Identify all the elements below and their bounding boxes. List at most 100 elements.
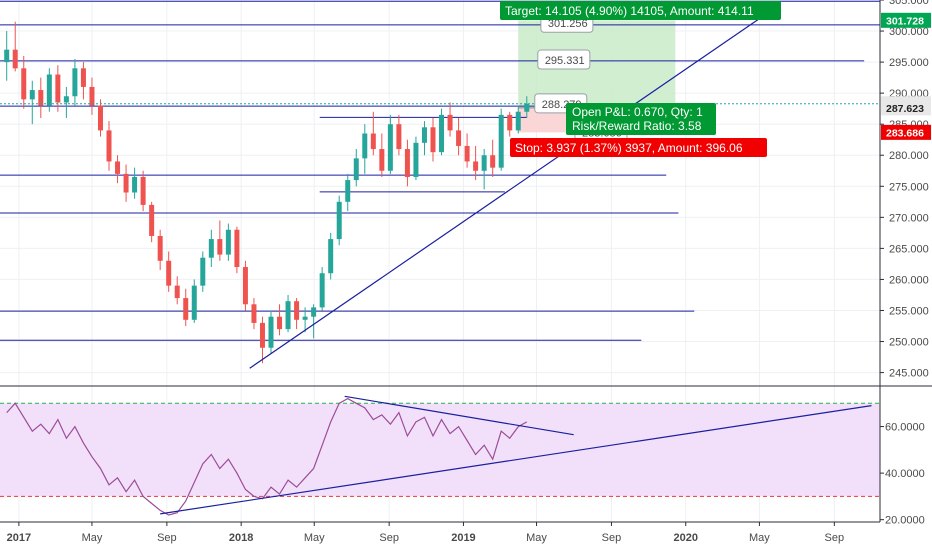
candle-body <box>430 127 436 153</box>
candle <box>80 62 86 100</box>
rsi-tick-label: 60.0000 <box>885 422 925 434</box>
price-tick-label: 270.000 <box>889 212 929 224</box>
candle <box>413 136 419 181</box>
candle-body <box>285 301 291 330</box>
candle <box>447 102 453 137</box>
price-tick-label: 245.000 <box>889 368 929 380</box>
price-tick-label: 295.000 <box>889 57 929 69</box>
candle <box>285 294 291 333</box>
rsi-trendline[interactable] <box>160 405 872 515</box>
rsi-trendline[interactable] <box>344 395 574 436</box>
candle-body <box>251 304 257 323</box>
candle <box>149 201 155 243</box>
time-tick-label: Sep <box>825 532 845 544</box>
candle-body <box>507 114 513 131</box>
candle <box>106 121 112 171</box>
time-tick-label: 2017 <box>7 532 31 544</box>
candle <box>302 307 308 333</box>
candle-body <box>413 142 419 177</box>
time-tick-label: 2019 <box>451 532 475 544</box>
candle-body <box>157 235 163 261</box>
candle-body <box>80 68 86 87</box>
candle <box>191 279 197 323</box>
candle-body <box>328 239 334 274</box>
candle-body <box>72 68 78 97</box>
candle-body <box>225 229 231 255</box>
horizontal-lines[interactable] <box>0 0 880 341</box>
candle <box>404 139 410 187</box>
candle <box>464 133 470 168</box>
rsi-band <box>0 403 880 497</box>
time-tick-label: Sep <box>602 532 622 544</box>
time-tick-label: 2020 <box>673 532 697 544</box>
price-badge-label: 287.623 <box>886 103 924 115</box>
candle-body <box>89 86 95 106</box>
candle-body <box>200 257 206 286</box>
candle-body <box>481 155 487 171</box>
rsi-tick-label: 40.0000 <box>885 468 925 480</box>
target-label: Target: 14.105 (4.90%) 14105, Amount: 41… <box>505 4 754 18</box>
candle-body <box>353 158 359 181</box>
candle <box>234 226 240 274</box>
rsi-tick-label: 20.0000 <box>885 515 925 527</box>
callout-label: 301.256 <box>548 18 588 30</box>
candle-body <box>421 127 427 143</box>
candle-body <box>21 68 27 100</box>
candle <box>481 149 487 190</box>
candlesticks <box>4 21 530 364</box>
candle <box>115 155 121 184</box>
price-badge-label: 301.728 <box>886 15 924 27</box>
candle <box>12 21 18 72</box>
callout-box <box>537 49 591 70</box>
candle-body <box>294 301 300 320</box>
candle-body <box>362 133 368 159</box>
candle-body <box>123 173 129 193</box>
candle-body <box>191 285 197 320</box>
price-badge: 287.623 <box>881 100 931 116</box>
target-label-box <box>500 1 781 20</box>
candle-body <box>115 161 121 174</box>
candle <box>225 223 231 261</box>
candle <box>456 117 462 156</box>
candle <box>63 86 69 118</box>
price-axis[interactable]: 245.000 250.000 255.000 260.000 265.000 270.0… <box>879 0 931 527</box>
candle <box>379 133 385 177</box>
time-axis-ticks: 2017 May Sep 2018 May Sep 2019 May Sep 2020 May Sep <box>7 522 844 544</box>
price-badge-box <box>881 124 931 140</box>
candle <box>217 220 223 261</box>
candle <box>38 77 44 118</box>
price-tick-label: 255.000 <box>889 305 929 317</box>
candle-body <box>498 114 504 168</box>
candle-body <box>490 155 496 168</box>
price-tick-label: 250.000 <box>889 337 929 349</box>
trendline[interactable] <box>249 18 760 369</box>
candle-body <box>396 124 402 150</box>
price-badge-label: 283.686 <box>886 127 924 139</box>
candle-body <box>456 130 462 146</box>
candle-body <box>302 316 308 320</box>
candle <box>251 298 257 330</box>
price-badge-box <box>881 100 931 116</box>
candle <box>97 99 103 137</box>
candle <box>328 232 334 280</box>
rsi-pane[interactable] <box>0 395 880 516</box>
candle <box>498 108 504 171</box>
candle <box>55 65 61 112</box>
time-axis[interactable]: 2017 May Sep 2018 May Sep 2019 May Sep 2020 May Sep <box>0 521 880 544</box>
candle <box>387 114 393 174</box>
candle <box>242 260 248 311</box>
candle <box>123 164 129 202</box>
candle-body <box>259 322 265 348</box>
candle <box>430 117 436 162</box>
rsi-trendlines[interactable] <box>160 395 872 515</box>
candle-body <box>387 124 393 171</box>
position-labels[interactable]: Target: 14.105 (4.90%) 14105, Amount: 41… <box>500 1 781 157</box>
risk-reward-label: Risk/Reward Ratio: 3.58 <box>572 119 702 133</box>
candle-body <box>439 114 445 153</box>
candle-body <box>379 149 385 171</box>
price-trendlines[interactable] <box>249 18 760 369</box>
price-callout[interactable]: 295.331 <box>537 49 591 70</box>
